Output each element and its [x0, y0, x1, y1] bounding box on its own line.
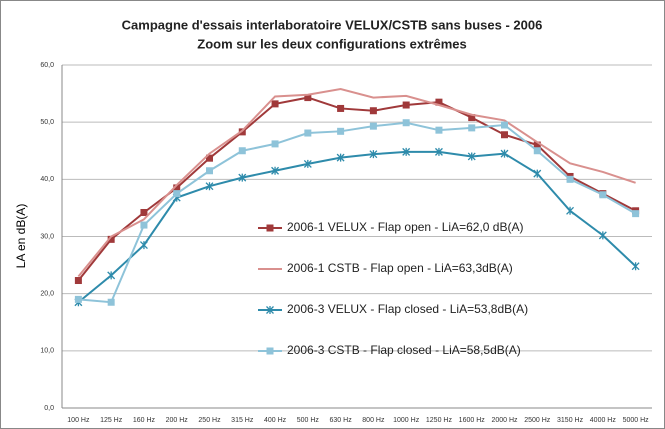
x-tick-label: 160 Hz — [133, 417, 156, 424]
data-point — [205, 182, 214, 191]
data-point — [435, 98, 443, 106]
y-axis-label: LA en dB(A) — [14, 204, 28, 269]
data-point — [598, 231, 607, 240]
legend-marker — [266, 224, 274, 232]
x-tick-label: 1250 Hz — [426, 417, 453, 424]
legend-label: 2006-1 CSTB - Flap open - LiA=63,3dB(A) — [287, 261, 513, 275]
x-tick-label: 100 Hz — [67, 417, 90, 424]
data-point — [304, 129, 312, 137]
data-point — [566, 175, 574, 183]
x-tick-label: 3150 Hz — [557, 417, 584, 424]
chart-subtitle: Zoom sur les deux configurations extrême… — [197, 36, 466, 51]
x-tick-label: 200 Hz — [166, 417, 189, 424]
data-point — [501, 131, 508, 139]
data-point — [337, 127, 345, 135]
x-tick-label: 2500 Hz — [524, 417, 551, 424]
series-line — [78, 121, 637, 304]
data-point — [271, 140, 279, 148]
data-point — [533, 169, 542, 178]
data-point — [107, 235, 115, 243]
x-tick-label: 800 Hz — [362, 417, 385, 424]
data-point — [304, 94, 312, 102]
y-tick-label: 10,0 — [40, 348, 54, 355]
data-point — [238, 147, 246, 155]
series-line — [77, 87, 636, 278]
data-point — [468, 114, 476, 122]
data-point — [336, 153, 345, 162]
data-point — [107, 271, 116, 280]
y-tick-label: 20,0 — [40, 291, 54, 298]
data-point — [107, 298, 115, 306]
x-tick-label: 250 Hz — [198, 417, 221, 424]
x-tick-label: 500 Hz — [297, 417, 320, 424]
data-point — [402, 119, 410, 127]
data-point — [369, 122, 377, 130]
series-line — [77, 150, 637, 304]
data-point — [434, 147, 443, 156]
data-point — [140, 221, 148, 229]
data-point — [74, 277, 82, 285]
legend-label: 2006-1 VELUX - Flap open - LiA=62,0 dB(A… — [287, 220, 523, 234]
data-point — [206, 167, 213, 175]
legend-label: 2006-3 VELUX - Flap closed - LiA=53,8dB(… — [287, 302, 528, 316]
data-point — [140, 208, 148, 216]
data-point — [206, 154, 213, 162]
data-point — [139, 241, 148, 250]
data-point — [435, 126, 443, 134]
x-tick-label: 125 Hz — [100, 417, 123, 424]
data-point — [337, 104, 345, 112]
chart-title: Campagne d'essais interlaboratoire VELUX… — [122, 17, 543, 32]
y-tick-label: 30,0 — [40, 233, 54, 240]
data-point — [303, 159, 312, 168]
y-tick-label: 50,0 — [40, 119, 54, 126]
x-tick-label: 4000 Hz — [590, 417, 617, 424]
x-tick-label: 5000 Hz — [623, 417, 650, 424]
data-point — [533, 141, 541, 149]
y-tick-label: 60,0 — [40, 62, 54, 69]
data-point — [271, 100, 279, 108]
x-tick-label: 2000 Hz — [491, 417, 518, 424]
x-tick-label: 400 Hz — [264, 417, 287, 424]
data-point — [631, 262, 640, 271]
data-point — [566, 206, 575, 215]
legend-marker — [266, 306, 274, 314]
data-point — [468, 124, 476, 132]
data-point — [402, 147, 411, 156]
x-tick-label: 1600 Hz — [459, 417, 486, 424]
y-tick-label: 40,0 — [40, 176, 54, 183]
legend-marker — [266, 347, 274, 355]
x-tick-label: 1000 Hz — [393, 417, 420, 424]
data-point — [402, 101, 410, 109]
data-point — [271, 166, 280, 175]
data-point — [632, 210, 640, 218]
data-point — [501, 121, 508, 129]
data-point — [173, 190, 181, 198]
data-point — [369, 150, 378, 159]
data-point — [467, 152, 476, 161]
data-point — [533, 147, 541, 155]
y-tick-label: 0,0 — [44, 405, 54, 412]
x-tick-label: 315 Hz — [231, 417, 254, 424]
data-point — [599, 191, 607, 199]
data-point — [369, 107, 377, 115]
data-point — [500, 149, 509, 158]
data-point — [74, 295, 82, 303]
x-tick-label: 630 Hz — [330, 417, 353, 424]
data-point — [238, 173, 247, 182]
legend-label: 2006-3 CSTB - Flap closed - LiA=58,5dB(A… — [287, 343, 521, 357]
data-point — [173, 184, 181, 192]
